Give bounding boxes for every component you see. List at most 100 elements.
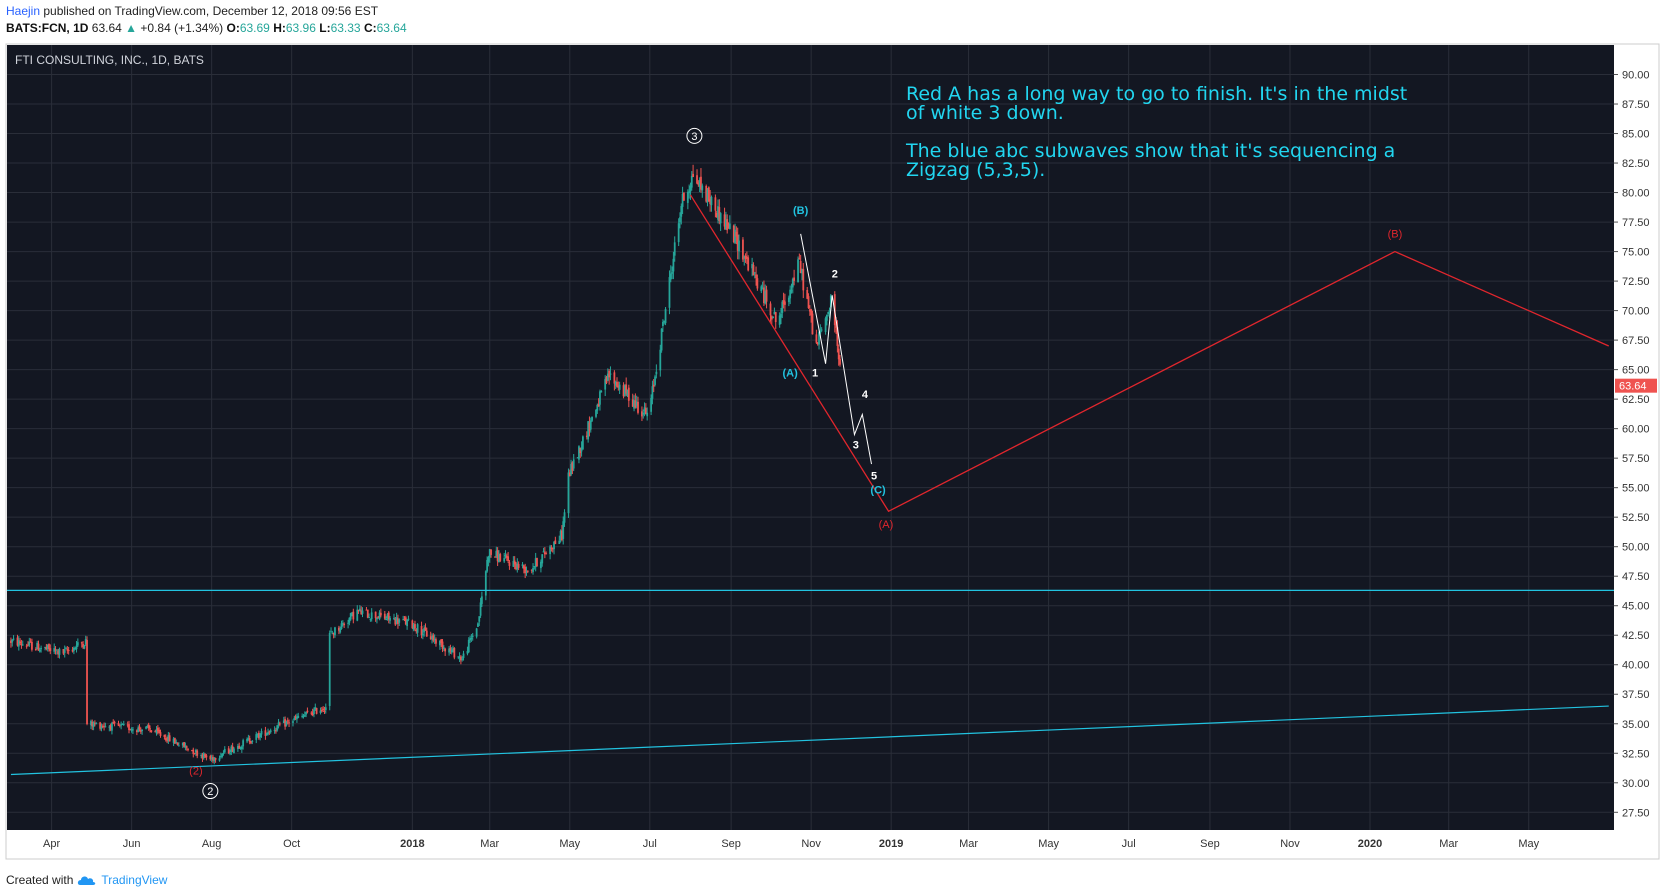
- circled-wave-label: 2: [207, 786, 213, 798]
- candle-body: [172, 738, 175, 743]
- candle-body: [763, 287, 765, 304]
- candle-body: [183, 742, 185, 748]
- author-link[interactable]: Haejin: [6, 4, 41, 18]
- candle-body: [424, 627, 427, 631]
- candle-body: [223, 748, 226, 753]
- candle-body: [458, 656, 461, 659]
- candle-body: [294, 716, 297, 719]
- tradingview-link[interactable]: TradingView: [101, 873, 168, 887]
- candle-body: [128, 724, 130, 731]
- candle-body: [499, 554, 502, 561]
- candle-body: [696, 175, 698, 184]
- candle-body: [268, 731, 271, 733]
- candle-body: [86, 639, 88, 724]
- created-with-label: Created with: [6, 873, 74, 887]
- time-axis[interactable]: Apr Jun Aug Oct 2018 Mar May Jul Sep Nov 2019 Mar Ma…: [43, 838, 1540, 850]
- candle-body: [580, 447, 583, 452]
- candle-body: [54, 649, 57, 651]
- candle-body: [62, 649, 65, 654]
- candle-body: [597, 404, 600, 407]
- wave-label: 2: [832, 269, 838, 281]
- candle-body: [558, 540, 561, 544]
- candle-body: [132, 729, 134, 731]
- candle-body: [146, 726, 149, 728]
- candle-body: [101, 725, 104, 727]
- time-axis-bg[interactable]: [7, 830, 1658, 858]
- candle-body: [680, 206, 683, 217]
- wave-label: 5: [871, 470, 877, 482]
- candle-body: [164, 738, 167, 741]
- candle-body: [155, 729, 158, 734]
- candle-body: [303, 715, 306, 717]
- annotation-line: Red A has a long way to go to finish. It…: [906, 83, 1407, 105]
- candle-body: [259, 733, 262, 738]
- candle-body: [414, 624, 416, 629]
- candle-body: [677, 223, 680, 243]
- candle-body: [613, 372, 616, 384]
- candle-body: [549, 546, 552, 555]
- candle-body: [358, 608, 361, 611]
- candle-body: [686, 191, 689, 203]
- candle-body: [551, 548, 554, 550]
- circled-wave-label: 3: [691, 131, 697, 143]
- candle-body: [214, 758, 217, 760]
- candle-body: [793, 277, 796, 281]
- price-axis-bg[interactable]: [1614, 45, 1658, 830]
- candle-body: [824, 318, 827, 332]
- candle-body: [193, 753, 196, 755]
- candle-body: [440, 639, 443, 644]
- candle-body: [571, 462, 574, 471]
- candle-body: [185, 746, 188, 748]
- candle-body: [383, 613, 386, 619]
- candle-body: [637, 401, 639, 413]
- candle-body: [240, 746, 243, 750]
- tradingview-logo-icon: [78, 876, 96, 885]
- candle-body: [361, 610, 364, 614]
- candle-body: [738, 240, 740, 252]
- last-price-tag-label: 63.64: [1619, 381, 1647, 393]
- candle-body: [697, 182, 700, 185]
- candle-body: [606, 373, 609, 381]
- candle-body: [651, 386, 654, 399]
- candle-body: [231, 746, 234, 752]
- red-wave-path: [689, 194, 1610, 513]
- annotation-line: The blue abc subwaves show that it's seq…: [905, 140, 1395, 162]
- candle-body: [423, 628, 426, 633]
- candle-body: [655, 371, 658, 375]
- candle-body: [339, 628, 342, 633]
- y-tick-label: 82.50: [1622, 158, 1650, 170]
- candle-body: [724, 219, 727, 230]
- grid-lines: [7, 45, 1614, 830]
- candle-body: [701, 185, 704, 191]
- candle-body: [782, 300, 785, 305]
- candle-body: [470, 637, 473, 640]
- plot-background[interactable]: [7, 45, 1614, 830]
- candle-body: [726, 219, 729, 231]
- low-value: 63.33: [330, 21, 361, 35]
- candle-body: [467, 639, 470, 653]
- candle-body: [769, 303, 772, 316]
- candle-body: [48, 643, 50, 649]
- candle-body: [184, 745, 187, 748]
- candle-body: [425, 630, 428, 637]
- candle-body: [719, 213, 722, 224]
- candle-body: [130, 729, 133, 731]
- wave-label: (A): [879, 519, 894, 531]
- candle-body: [516, 563, 519, 570]
- wave-label: 4: [862, 389, 869, 401]
- candle-body: [412, 624, 415, 630]
- candle-body: [802, 268, 805, 291]
- candle-body: [84, 639, 87, 645]
- candle-body: [570, 464, 572, 475]
- x-tick-label: May: [559, 838, 580, 850]
- candle-body: [816, 342, 819, 345]
- candle-body: [652, 384, 655, 387]
- candle-body: [791, 278, 794, 288]
- candle-body: [635, 401, 638, 406]
- candle-body: [174, 738, 176, 744]
- candle-body: [82, 643, 84, 648]
- price-axis[interactable]: 27.50 30.00 32.50 35.00 37.50 40.00 42.50 45.00…: [1614, 70, 1650, 820]
- candle-body: [507, 556, 510, 562]
- candle-body: [63, 649, 66, 653]
